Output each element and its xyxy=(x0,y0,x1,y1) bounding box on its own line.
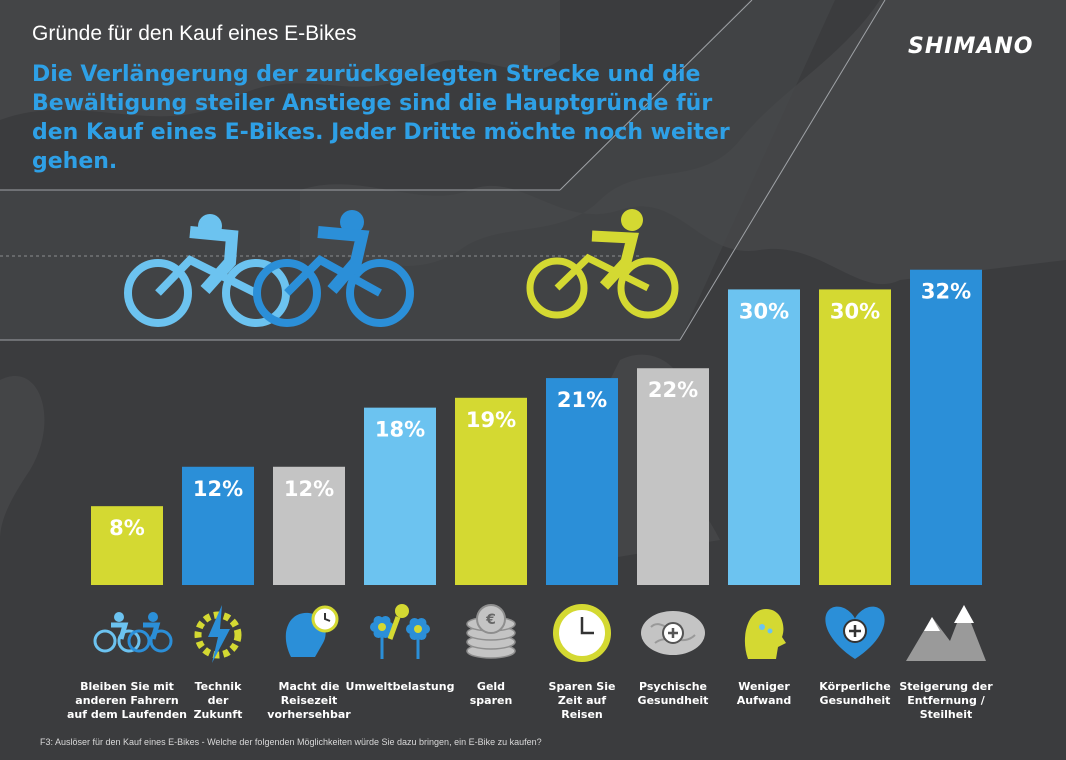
data-label: 18% xyxy=(375,418,425,442)
bar xyxy=(728,289,800,585)
svg-text:€: € xyxy=(485,612,496,628)
data-label: 22% xyxy=(648,378,698,402)
category-label: Weniger Aufwand xyxy=(737,680,791,707)
bar xyxy=(910,269,982,585)
data-label: 30% xyxy=(830,299,880,323)
data-label: 30% xyxy=(739,299,789,323)
bar xyxy=(819,289,891,585)
category-label: Bleiben Sie mit anderen Fahrern auf dem La… xyxy=(67,680,187,721)
cyclist-light-blue-icon xyxy=(124,214,290,327)
head-sweat-icon xyxy=(744,609,786,659)
headline: Die Verlängerung der zurückgelegten Stre… xyxy=(32,62,730,174)
bar xyxy=(273,466,345,585)
category-label: Umweltbelastung xyxy=(346,680,455,693)
bar xyxy=(364,407,436,585)
data-label: 19% xyxy=(466,408,516,432)
cyclists-icon xyxy=(93,612,173,653)
chart-title: Gründe für den Kauf eines E-Bikes xyxy=(32,22,357,45)
category-label: Psychische Gesundheit xyxy=(638,680,709,707)
bar xyxy=(455,397,527,585)
category-label: Technik der Zukunft xyxy=(194,680,243,721)
shimano-logo: SHIMANO xyxy=(908,34,1034,59)
data-label: 12% xyxy=(284,477,334,501)
bar xyxy=(91,506,163,585)
category-label: Macht die Reisezeit vorhersehbar xyxy=(267,680,351,721)
category-label: Körperliche Gesundheit xyxy=(819,680,890,707)
category-label: Sparen Sie Zeit auf Reisen xyxy=(549,680,616,721)
data-label: 21% xyxy=(557,388,607,412)
data-label: 12% xyxy=(193,477,243,501)
clock-icon xyxy=(553,604,611,662)
footnote: F3: Auslöser für den Kauf eines E-Bikes … xyxy=(40,737,542,747)
mountains-icon xyxy=(906,605,986,661)
data-label: 32% xyxy=(921,280,971,304)
data-label: 8% xyxy=(109,516,145,540)
bar xyxy=(546,378,618,585)
cyclist-blue-icon xyxy=(253,210,414,327)
bar xyxy=(182,466,254,585)
cyclist-yellow-icon xyxy=(526,209,679,319)
head-clock-icon xyxy=(285,605,339,657)
brain-plus-icon xyxy=(641,611,705,655)
category-label: Steigerung der Entfernung / Steilheit xyxy=(899,680,993,721)
category-label: Geld sparen xyxy=(470,680,513,707)
cyclists-illustration xyxy=(124,209,679,327)
flowers-icon xyxy=(370,604,430,659)
coins-icon: € xyxy=(466,604,516,659)
bar xyxy=(637,368,709,585)
heart-plus-icon xyxy=(825,606,885,659)
lightning-gear-icon xyxy=(194,605,242,663)
